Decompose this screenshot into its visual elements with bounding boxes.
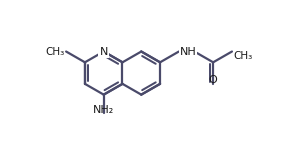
- Text: NH: NH: [180, 46, 197, 56]
- Text: O: O: [209, 75, 218, 85]
- Text: CH₃: CH₃: [233, 51, 253, 61]
- Text: NH₂: NH₂: [93, 105, 114, 115]
- Text: CH₃: CH₃: [45, 46, 64, 56]
- Text: N: N: [99, 46, 108, 56]
